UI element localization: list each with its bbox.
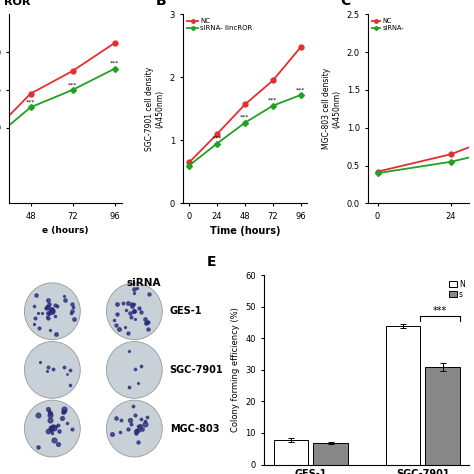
siRNA- lincROR: [270, 103, 276, 109]
Circle shape: [106, 342, 162, 398]
Legend: N, s: N, s: [448, 279, 465, 300]
Text: SGC-7901: SGC-7901: [170, 365, 223, 375]
Line: siRNA- lincROR: siRNA- lincROR: [187, 93, 303, 168]
Text: ***: ***: [240, 115, 250, 120]
Line: NC: NC: [375, 42, 474, 174]
Text: GES-1: GES-1: [170, 306, 202, 316]
Bar: [273, 440, 308, 465]
Text: ***: ***: [268, 98, 278, 103]
NC: [242, 101, 248, 107]
Text: ***: ***: [433, 306, 447, 316]
Text: ROR: ROR: [4, 0, 30, 7]
Legend: NC, siRNA- lincROR: NC, siRNA- lincROR: [187, 18, 253, 32]
Text: ***: ***: [68, 82, 77, 87]
Text: ***: ***: [212, 136, 222, 141]
siRNA- lincROR: [186, 163, 192, 168]
Bar: [425, 367, 460, 465]
NC: [186, 160, 192, 165]
Line: siRNA-: siRNA-: [375, 84, 474, 175]
Y-axis label: Colony forming efficiency (%): Colony forming efficiency (%): [231, 308, 240, 432]
Bar: [313, 443, 348, 465]
Circle shape: [24, 400, 80, 457]
Text: ***: ***: [296, 87, 306, 92]
Circle shape: [24, 283, 80, 340]
Bar: [385, 326, 420, 465]
Legend: NC, siRNA-: NC, siRNA-: [372, 18, 405, 32]
siRNA-: [448, 159, 454, 164]
siRNA-: [374, 170, 380, 176]
Text: siRNA: siRNA: [127, 278, 161, 288]
Y-axis label: MGC-803 cell density
(A450nm): MGC-803 cell density (A450nm): [322, 68, 341, 149]
siRNA- lincROR: [242, 120, 248, 126]
Text: ***: ***: [26, 100, 35, 105]
Text: MGC-803: MGC-803: [170, 424, 219, 434]
siRNA- lincROR: [298, 92, 304, 98]
Circle shape: [106, 283, 162, 340]
NC: [448, 151, 454, 157]
NC: [270, 78, 276, 83]
Text: B: B: [156, 0, 167, 8]
Text: ***: ***: [110, 61, 119, 66]
X-axis label: e (hours): e (hours): [42, 226, 89, 235]
Line: NC: NC: [187, 45, 303, 165]
NC: [374, 169, 380, 174]
siRNA- lincROR: [214, 141, 220, 146]
Circle shape: [24, 342, 80, 398]
Y-axis label: SGC-7901 cell density
(A450nm): SGC-7901 cell density (A450nm): [145, 67, 164, 151]
NC: [214, 131, 220, 137]
NC: [298, 44, 304, 50]
Circle shape: [106, 400, 162, 457]
Text: C: C: [340, 0, 350, 8]
Text: E: E: [207, 255, 217, 269]
X-axis label: Time (hours): Time (hours): [210, 226, 280, 237]
